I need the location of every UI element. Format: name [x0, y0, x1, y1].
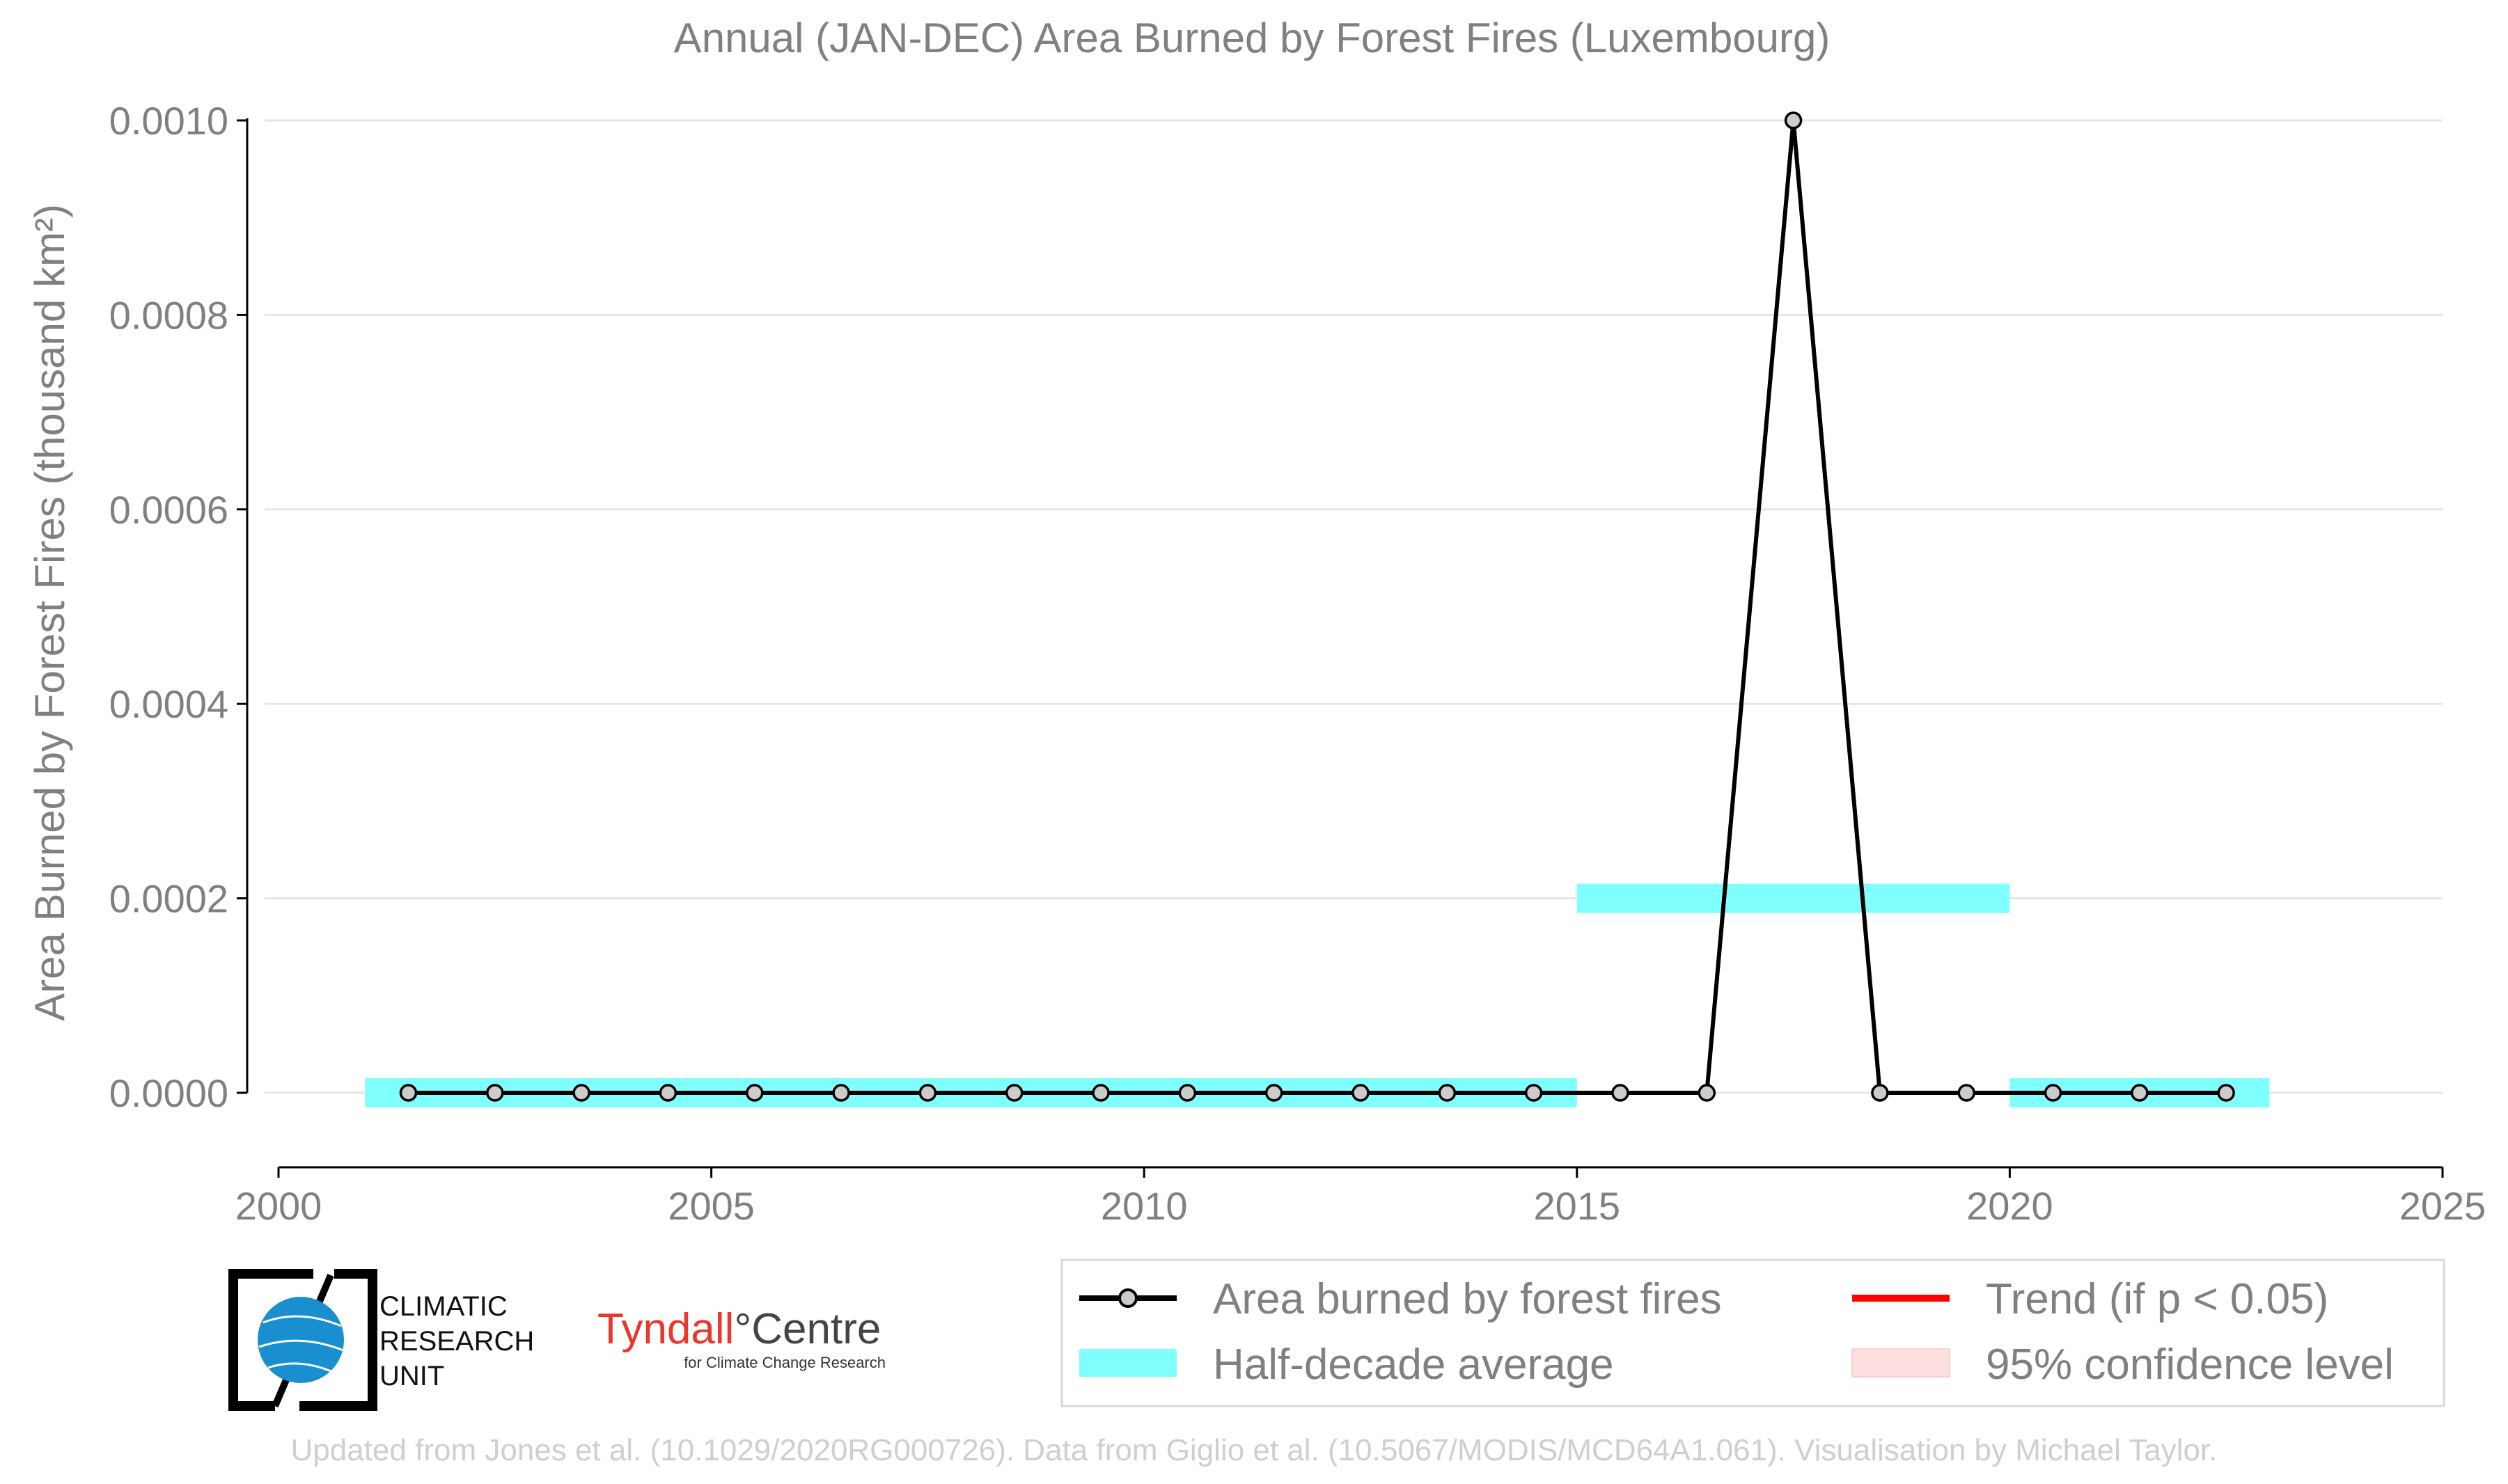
legend-marker-area-burned	[1118, 1288, 1138, 1308]
data-point	[399, 1084, 418, 1102]
cru-logo: CLIMATIC RESEARCH UNIT	[228, 1269, 534, 1411]
legend-label-confidence: 95% confidence level	[1986, 1341, 2394, 1389]
x-axis-ticks: 2000 2005 2010 2015 2020 2025	[235, 1167, 2486, 1228]
legend-label-trend: Trend (if p < 0.05)	[1986, 1275, 2328, 1323]
data-point	[2131, 1084, 2149, 1102]
x-tick-label: 2025	[2399, 1184, 2486, 1228]
x-tick-label: 2010	[1101, 1184, 1188, 1228]
cru-line1: CLIMATIC	[379, 1291, 508, 1322]
y-tick-label: 0.0006	[109, 488, 228, 532]
half-decade-average-bar	[1576, 883, 2010, 913]
data-point	[659, 1084, 677, 1102]
series-markers	[399, 111, 2235, 1102]
legend-label-area-burned: Area burned by forest fires	[1213, 1275, 1722, 1323]
y-tick-label: 0.0008	[109, 293, 228, 337]
x-tick-label: 2005	[668, 1184, 755, 1228]
x-tick-label: 2000	[235, 1184, 322, 1228]
legend-label-half-decade: Half-decade average	[1213, 1341, 1614, 1389]
cru-line3: UNIT	[379, 1361, 444, 1391]
data-point	[918, 1084, 937, 1102]
data-point	[1092, 1084, 1110, 1102]
data-point	[1005, 1084, 1024, 1102]
data-point	[2217, 1084, 2235, 1102]
tyndall-subtitle: for Climate Change Research	[684, 1354, 886, 1371]
data-point	[572, 1084, 590, 1102]
data-point	[832, 1084, 850, 1102]
tyndall-wordmark: Tyndall°Centre	[597, 1305, 881, 1353]
credit-line: Updated from Jones et al. (10.1029/2020R…	[291, 1433, 2218, 1467]
data-point	[1784, 111, 1803, 129]
y-axis-label: Area Burned by Forest Fires (thousand km…	[26, 204, 73, 1021]
data-point	[1178, 1084, 1197, 1102]
series-line	[408, 120, 2227, 1095]
data-point	[2044, 1084, 2062, 1102]
y-tick-label: 0.0000	[109, 1071, 228, 1115]
data-point	[1698, 1084, 1716, 1102]
data-point	[1264, 1084, 1283, 1102]
gridlines	[265, 119, 2443, 1094]
half-decade-average-bars	[365, 883, 2270, 1107]
legend-swatch-confidence	[1851, 1348, 1950, 1378]
data-point	[1611, 1084, 1629, 1102]
data-point	[486, 1084, 504, 1102]
y-axis-ticks: 0.0000 0.0002 0.0004 0.0006 0.0008 0.0010	[109, 99, 247, 1115]
data-point	[1524, 1084, 1543, 1102]
tyndall-logo: Tyndall°Centre for Climate Change Resear…	[597, 1305, 886, 1371]
data-point	[1871, 1084, 1889, 1102]
legend: Area burned by forest fires Trend (if p …	[1060, 1258, 2445, 1407]
x-tick-label: 2020	[1966, 1184, 2053, 1228]
chart-title: Annual (JAN-DEC) Area Burned by Forest F…	[674, 15, 1831, 61]
y-tick-label: 0.0002	[109, 877, 228, 921]
y-tick-label: 0.0004	[109, 682, 228, 726]
legend-swatch-half-decade	[1079, 1349, 1177, 1377]
data-point	[1351, 1084, 1370, 1102]
data-point	[1438, 1084, 1457, 1102]
legend-box	[1060, 1258, 2445, 1407]
series-line-area-burned	[408, 120, 2227, 1095]
cru-line2: RESEARCH	[379, 1326, 534, 1357]
x-tick-label: 2015	[1534, 1184, 1621, 1228]
data-point	[746, 1084, 764, 1102]
y-tick-label: 0.0010	[109, 99, 228, 143]
data-point	[1957, 1084, 1975, 1102]
